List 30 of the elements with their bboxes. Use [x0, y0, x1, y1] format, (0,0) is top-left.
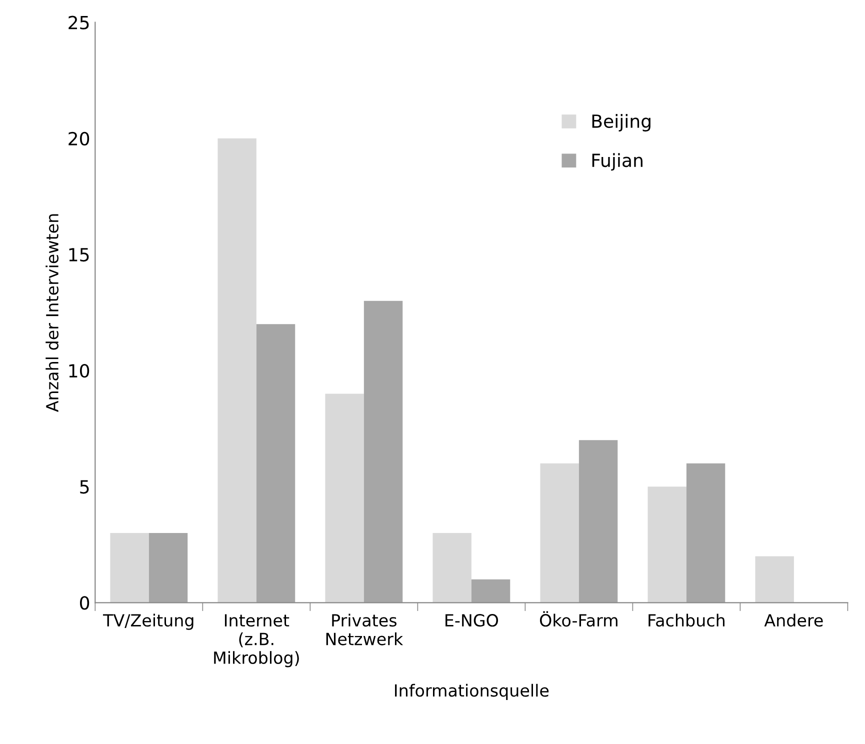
bar: [256, 324, 296, 603]
bar: [364, 300, 403, 603]
bar: [578, 440, 618, 603]
x-tick-label: E-NGO: [446, 614, 498, 627]
y-tick-label: 15: [69, 248, 89, 262]
bar: [648, 486, 686, 603]
x-tick-label: Fachbuch: [648, 614, 724, 627]
x-tick-label: Andere: [764, 614, 823, 627]
y-tick-label: 5: [80, 480, 89, 494]
y-tick-label: 0: [80, 596, 90, 610]
bar: [325, 394, 364, 603]
legend-label: Fujian: [592, 153, 642, 171]
legend-label: Beijing: [592, 114, 650, 132]
bar: [540, 463, 579, 603]
bar: [432, 533, 472, 603]
bar: [148, 533, 188, 603]
y-tick-label: 20: [68, 132, 90, 146]
x-tick-label: Öko-Farm: [540, 611, 618, 627]
bar: [218, 138, 256, 603]
y-tick-label: 10: [69, 364, 90, 378]
bar: [471, 579, 510, 603]
x-tick-label: Privates Netzwerk: [326, 614, 404, 646]
bar: [110, 533, 149, 603]
x-axis-title: Informationsquelle: [395, 684, 549, 700]
x-tick-label: TV/Zeitung: [102, 614, 194, 630]
bar: [686, 463, 726, 603]
y-tick-label: 25: [68, 16, 89, 30]
y-axis-title: Anzahl der Interviewten: [46, 214, 59, 412]
x-tick-label: Internet (z.B. Mikroblog): [214, 614, 299, 668]
bar: [755, 556, 794, 603]
